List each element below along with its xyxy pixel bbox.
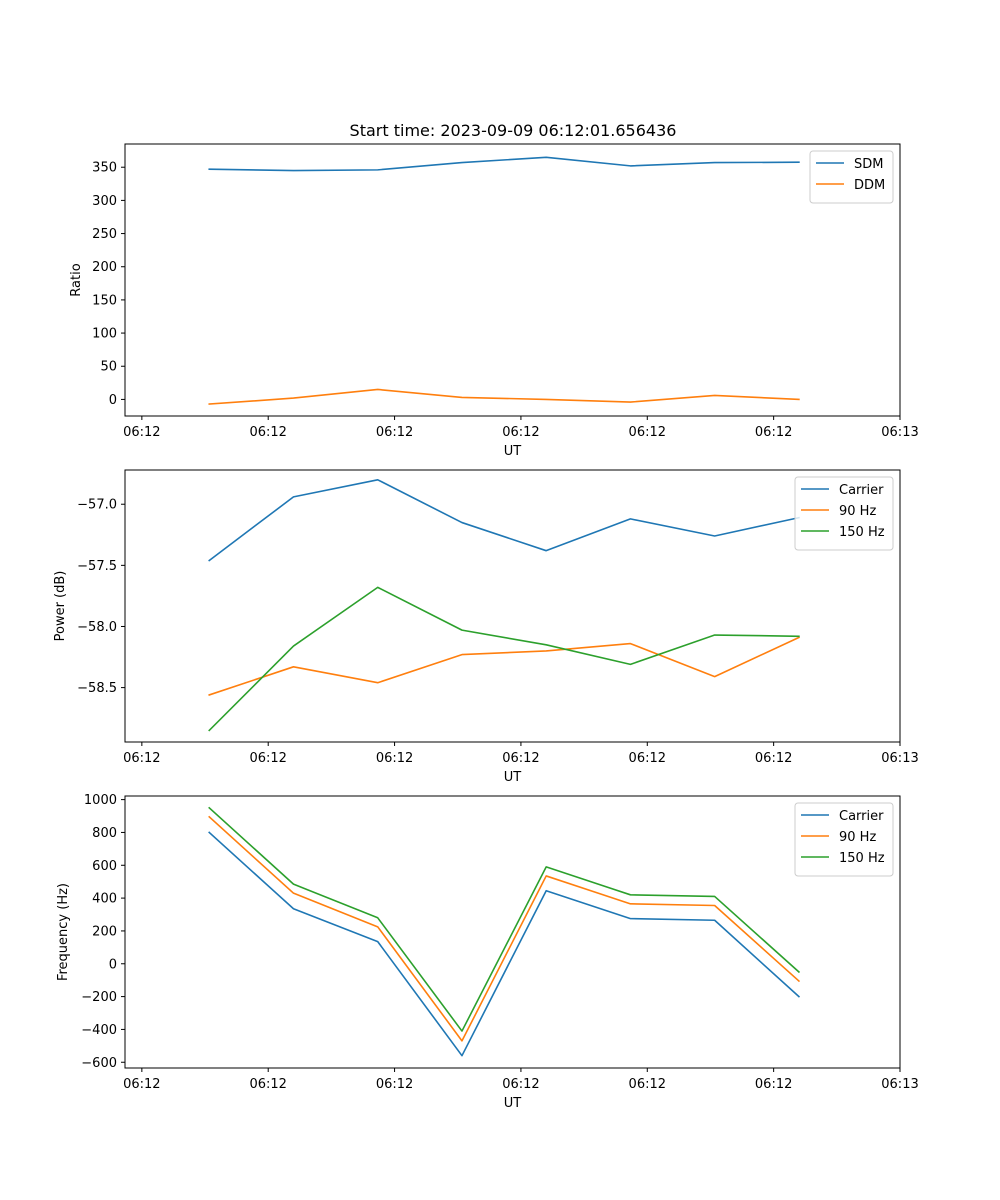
frequency-y-tick-label: 600: [92, 859, 117, 874]
ratio-legend-label-ddm: DDM: [854, 178, 885, 193]
ratio-x-tick-label: 06:12: [376, 425, 413, 440]
power-x-axis-label: UT: [504, 770, 522, 785]
frequency-series-line-90-hz: [208, 815, 801, 1042]
frequency-legend-label-90-hz: 90 Hz: [839, 830, 876, 845]
frequency-x-tick-label: 06:12: [629, 1077, 666, 1092]
frequency-y-tick-label: 0: [109, 957, 117, 972]
frequency-legend-label-carrier: Carrier: [839, 809, 884, 824]
ratio-legend-label-sdm: SDM: [854, 157, 883, 172]
ratio-y-tick-label: 300: [92, 194, 117, 209]
power-legend-label-carrier: Carrier: [839, 483, 884, 498]
ratio-x-axis-label: UT: [504, 444, 522, 459]
ratio-x-tick-label: 06:12: [123, 425, 160, 440]
frequency-legend: Carrier 90 Hz 150 Hz: [794, 802, 894, 877]
frequency-y-axis-label: Frequency (Hz): [56, 883, 71, 981]
power-series-group: [208, 478, 800, 732]
frequency-y-tick-label: −400: [81, 1023, 117, 1038]
figure-title: Start time: 2023-09-09 06:12:01.656436: [350, 121, 677, 140]
ratio-x-tick-label: 06:12: [629, 425, 666, 440]
ratio-x-tick-label: 06:13: [881, 425, 918, 440]
frequency-x-tick-label: 06:12: [502, 1077, 539, 1092]
frequency-legend-label-150-hz: 150 Hz: [839, 851, 885, 866]
power-x-tick-label: 06:12: [249, 751, 286, 766]
power-y-tick-label: −58.0: [77, 620, 117, 635]
power-series-line-150-hz: [208, 586, 800, 732]
frequency-x-tick-label: 06:12: [376, 1077, 413, 1092]
power-y-tick-label: −57.5: [77, 559, 117, 574]
power-panel: 06:12 06:12 06:12 06:12 06:12 06:12 06:13 −58.5…: [53, 469, 919, 785]
ratio-x-tick-label: 06:12: [755, 425, 792, 440]
power-x-tick-label: 06:12: [502, 751, 539, 766]
ratio-series-line-sdm: [208, 156, 800, 172]
power-axes-frame: [124, 469, 901, 743]
power-x-tick-label: 06:13: [881, 751, 918, 766]
frequency-series-group: [208, 806, 801, 1057]
frequency-y-tick-label: 200: [92, 924, 117, 939]
power-series-line-90-hz: [208, 636, 800, 696]
ratio-y-tick-label: 0: [109, 393, 117, 408]
power-legend-label-150-hz: 150 Hz: [839, 525, 885, 540]
ratio-y-tick-label: 250: [92, 227, 117, 242]
power-legend: Carrier 90 Hz 150 Hz: [794, 476, 894, 551]
ratio-series-group: [208, 156, 800, 405]
ratio-y-tick-label: 200: [92, 260, 117, 275]
power-y-tick-label: −57.0: [77, 498, 117, 513]
frequency-axes-frame: [124, 795, 901, 1069]
frequency-x-tick-label: 06:12: [249, 1077, 286, 1092]
power-x-tick-label: 06:12: [629, 751, 666, 766]
ratio-y-tick-label: 150: [92, 293, 117, 308]
power-x-tick-label: 06:12: [123, 751, 160, 766]
power-legend-label-90-hz: 90 Hz: [839, 504, 876, 519]
frequency-y-tick-label: −600: [81, 1056, 117, 1071]
power-x-tick-label: 06:12: [755, 751, 792, 766]
frequency-y-tick-label: 400: [92, 892, 117, 907]
frequency-x-tick-label: 06:12: [123, 1077, 160, 1092]
ratio-y-axis-label: Ratio: [69, 263, 84, 296]
ratio-x-tick-label: 06:12: [249, 425, 286, 440]
ratio-panel: 06:12 06:12 06:12 06:12 06:12 06:12 06:13 0 50 10…: [69, 143, 919, 459]
frequency-x-tick-label: 06:13: [881, 1077, 918, 1092]
ratio-y-tick-label: 350: [92, 161, 117, 176]
power-y-axis-label: Power (dB): [53, 571, 68, 642]
power-y-tick-label: −58.5: [77, 681, 117, 696]
ratio-axes-frame: [124, 143, 901, 417]
frequency-series-line-150-hz: [208, 806, 801, 1032]
ratio-y-tick-label: 100: [92, 327, 117, 342]
frequency-x-axis-label: UT: [504, 1096, 522, 1111]
ratio-x-tick-label: 06:12: [502, 425, 539, 440]
frequency-y-tick-label: −200: [81, 990, 117, 1005]
frequency-y-tick-label: 1000: [84, 793, 117, 808]
power-x-tick-label: 06:12: [376, 751, 413, 766]
ratio-y-tick-label: 50: [100, 360, 117, 375]
ratio-series-line-ddm: [208, 388, 800, 405]
ratio-legend: SDM DDM: [809, 150, 894, 204]
frequency-series-line-carrier: [208, 831, 801, 1057]
frequency-x-tick-label: 06:12: [755, 1077, 792, 1092]
frequency-y-tick-label: 800: [92, 826, 117, 841]
ratio-legend-box: [809, 150, 894, 204]
power-series-line-carrier: [208, 478, 800, 562]
frequency-panel: 06:12 06:12 06:12 06:12 06:12 06:12 06:13 −600 −…: [56, 793, 919, 1111]
